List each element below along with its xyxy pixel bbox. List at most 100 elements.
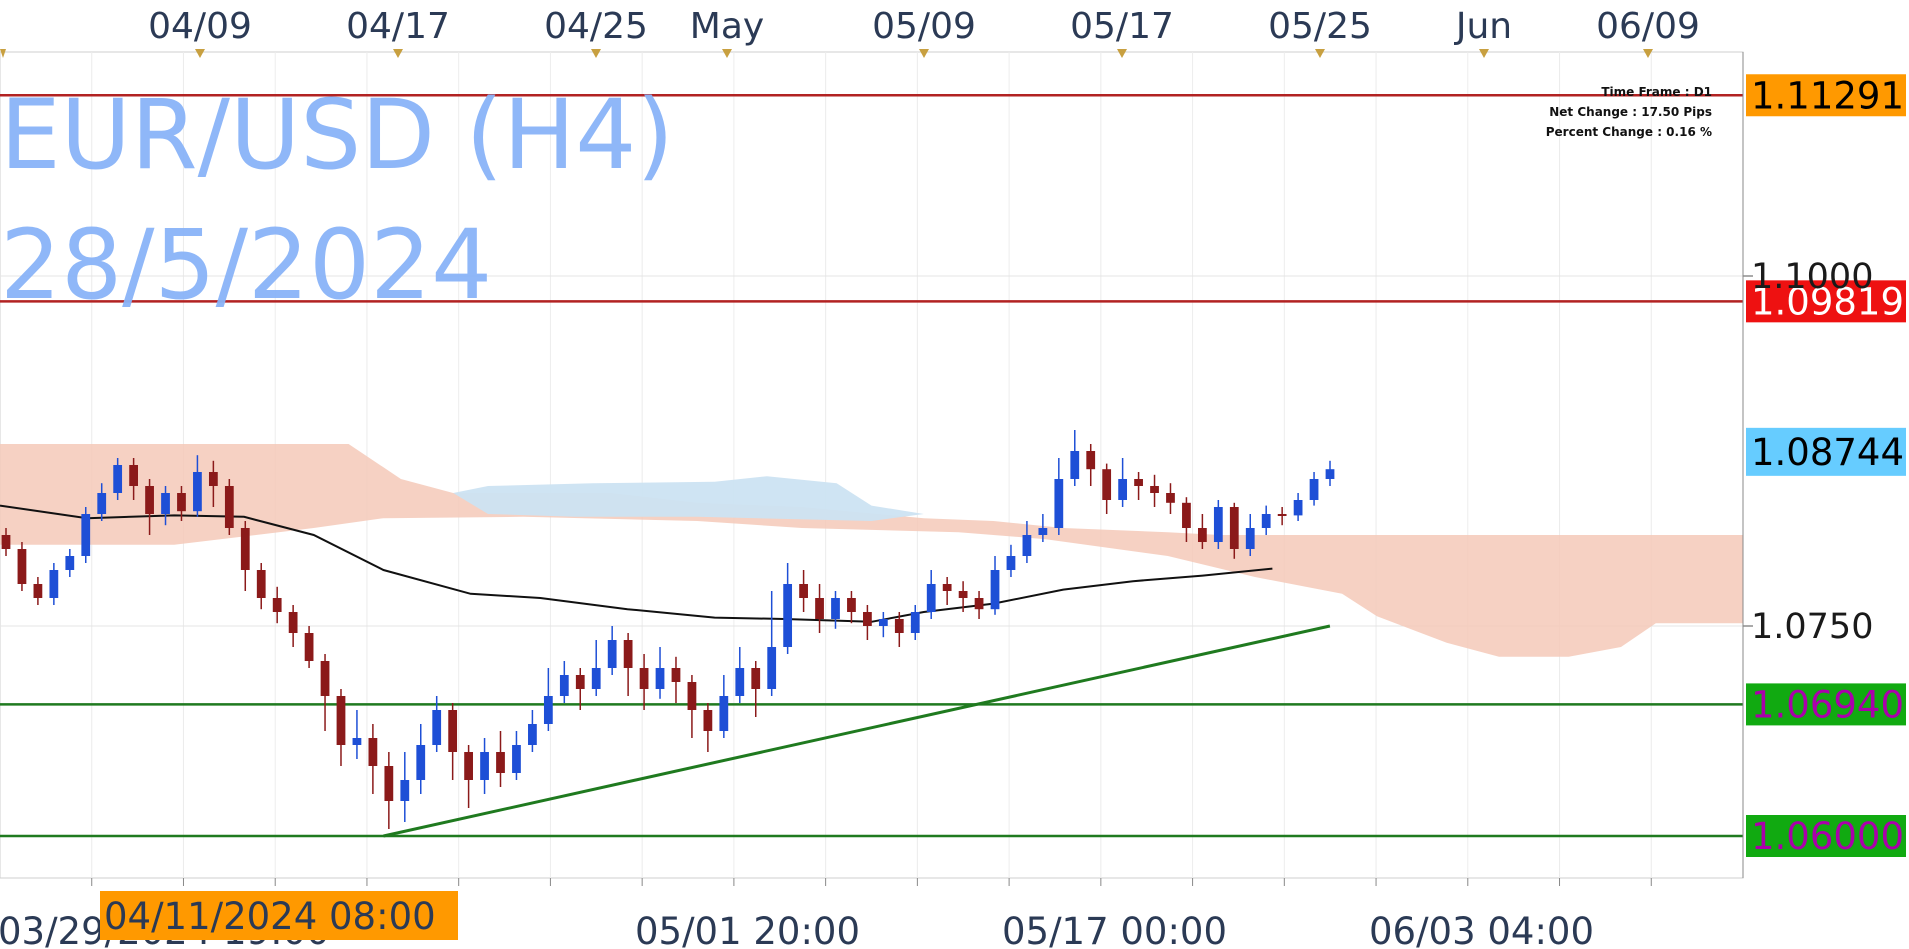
candle-body [910,612,920,633]
candle-body [559,675,569,696]
top-date-label: 04/25 [544,6,648,47]
candle-body [671,668,681,682]
top-date-label: 05/09 [872,6,976,47]
candle-body [288,612,298,633]
candle-body [65,556,75,570]
candle-body [113,465,123,493]
candle-body [1309,479,1319,500]
level-price-box [1746,74,1906,117]
candle-body [1,535,11,549]
candle-body [783,584,793,647]
candle-body [240,528,250,570]
candle-body [336,696,346,745]
candle-body [926,584,936,612]
top-date-marker [1643,49,1653,58]
bottom-date-label: 05/01 20:00 [635,910,860,949]
level-price-box [1746,815,1906,857]
bottom-date-label: 05/17 00:00 [1002,910,1227,949]
candle-body [352,738,362,745]
top-date-marker [195,49,205,58]
candle-body [623,640,633,668]
candle-body [591,668,601,689]
top-date-label: 04/17 [346,6,450,47]
candle-body [751,668,761,689]
candle-body [1213,507,1223,542]
candle-body [735,668,745,696]
info-percent-change: Percent Change : 0.16 % [1546,125,1712,139]
y-tick-label: 1.0750 [1751,607,1873,647]
candle-body [1038,528,1048,535]
candle-body [1070,451,1080,479]
top-date-label: Jun [1454,6,1512,47]
top-date-marker [722,49,732,58]
top-date-label: 05/17 [1070,6,1174,47]
candle-body [1134,479,1143,486]
candle-body [1118,479,1128,500]
candle-body [639,668,649,689]
candle-body [480,752,489,780]
top-date-label: May [690,6,764,47]
top-date-marker [393,49,403,58]
candle-body [831,598,840,619]
candle-body [1006,556,1016,570]
bottom-date-label: 06/03 04:00 [1369,910,1594,949]
candle-body [847,598,856,612]
axes: 1.11291 1.09819 1.06940 1.06000 1.08744 1.100… [0,6,1906,949]
candle-body [177,493,186,512]
candle-body [607,640,617,668]
candle-body [49,570,59,598]
candle-body [1150,486,1159,493]
level-price-box [1746,683,1906,726]
candle-body [368,738,378,766]
candle-body [448,710,458,752]
candle-body [990,570,1000,610]
candle-body [129,465,139,486]
level-price-label: 1.09819 [1751,280,1904,323]
candle-body [193,472,202,512]
ichimoku-cloud [0,444,1743,657]
candle-body [1277,514,1287,516]
candle-body [161,493,170,514]
top-date-marker [1117,49,1127,58]
candle-body [1102,469,1112,500]
top-date-label: 05/25 [1268,6,1372,47]
candle-body [1086,451,1096,470]
top-date-label: 06/09 [1596,6,1700,47]
candle-body [958,591,968,598]
current-price-box [1746,427,1906,476]
chart-subtitle: 28/5/2024 [0,209,492,321]
candle-body [1022,535,1032,556]
info-panel: Time Frame : D1 Net Change : 17.50 Pips … [1546,85,1712,139]
candle-body [703,710,713,731]
chart-title: EUR/USD (H4) [0,79,674,191]
chart-title-group: EUR/USD (H4) 28/5/2024 [0,79,674,321]
candle-body [1293,500,1303,516]
level-price-box [1746,280,1906,323]
candle-body [878,619,888,626]
info-time-frame: Time Frame : D1 [1601,85,1712,99]
candle-body [145,486,154,514]
trendline [383,624,1331,838]
candle-body [1166,493,1175,503]
candle-body [304,633,314,661]
candle-body [272,598,282,612]
candle-body [815,598,824,619]
top-date-label: 04/09 [148,6,252,47]
current-price-label: 1.08744 [1751,431,1904,474]
horizontal-levels [0,94,1743,838]
top-date-marker [0,49,6,58]
candle-body [17,549,27,584]
candle-body [320,661,330,696]
candle-body [1325,469,1335,479]
candle-body [719,696,729,731]
trendline-line [383,624,1331,838]
info-net-change: Net Change : 17.50 Pips [1549,105,1712,119]
level-price-label: 1.06000 [1751,815,1904,858]
candle-body [863,612,872,626]
top-date-marker [919,49,929,58]
candle-body [256,570,266,598]
candle-body [974,598,984,610]
candle-body [1054,479,1064,528]
candle-body [432,710,442,745]
